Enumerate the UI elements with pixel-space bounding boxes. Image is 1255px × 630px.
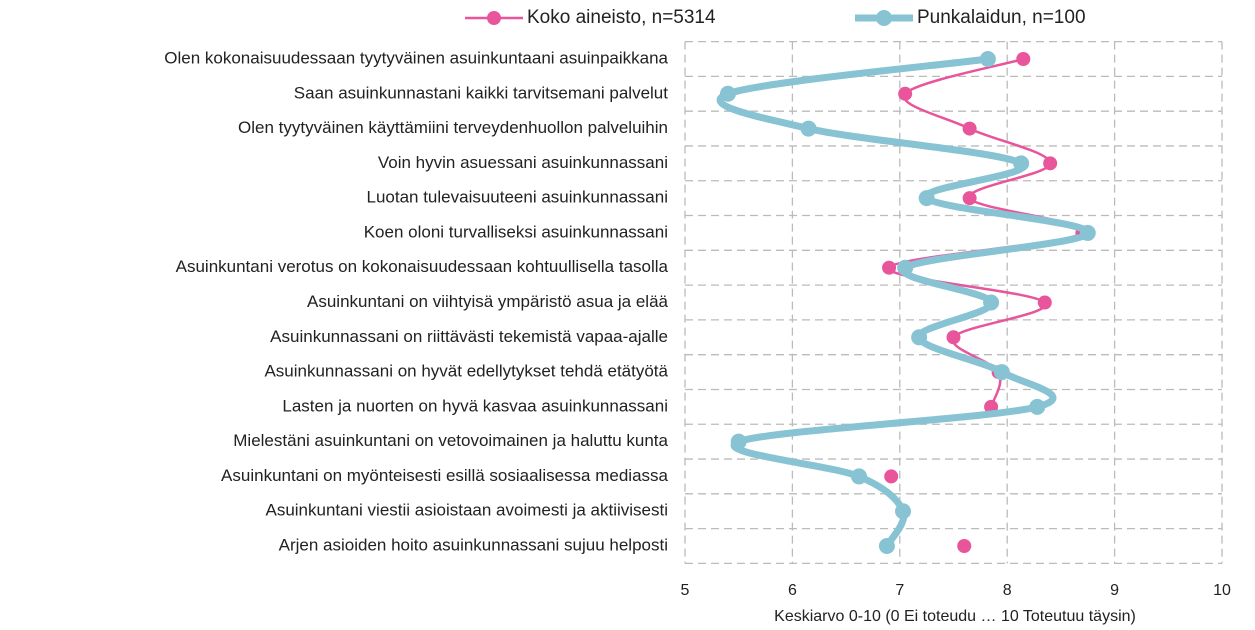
- marker: [979, 50, 996, 67]
- marker: [1079, 224, 1096, 241]
- legend-marker: [876, 10, 892, 26]
- category-label: Mielestäni asuinkuntani on vetovoimainen…: [233, 431, 668, 450]
- marker: [1016, 51, 1031, 66]
- marker: [1043, 156, 1058, 171]
- x-tick-label: 8: [1003, 582, 1012, 599]
- x-axis-title: Keskiarvo 0-10 (0 Ei toteudu … 10 Toteut…: [774, 608, 1136, 625]
- marker: [1013, 155, 1030, 172]
- x-tick-label: 5: [681, 582, 690, 599]
- legend-marker: [487, 11, 501, 25]
- category-label: Asuinkunnassani on hyvät edellytykset te…: [264, 362, 668, 381]
- category-label: Luotan tulevaisuuteeni asuinkunnassani: [366, 188, 668, 207]
- marker: [850, 468, 867, 485]
- category-label: Olen kokonaisuudessaan tyytyväinen asuin…: [164, 48, 668, 67]
- x-tick-label: 9: [1110, 582, 1119, 599]
- marker: [983, 294, 1000, 311]
- marker: [957, 539, 972, 554]
- category-label: Asuinkuntani viestii asioistaan avoimest…: [265, 501, 668, 520]
- marker: [962, 121, 977, 136]
- series-line: [716, 55, 1092, 550]
- category-label: Asuinkuntani on myönteisesti esillä sosi…: [221, 466, 668, 485]
- category-label: Lasten ja nuorten on hyvä kasvaa asuinku…: [282, 396, 668, 415]
- legend-label: Punkalaidun, n=100: [917, 7, 1086, 28]
- marker: [882, 260, 897, 275]
- marker: [719, 85, 736, 102]
- marker: [918, 190, 935, 207]
- category-label: Asuinkunnassani on riittävästi tekemistä…: [270, 327, 668, 346]
- marker: [878, 538, 895, 555]
- category-label: Saan asuinkunnastani kaikki tarvitsemani…: [294, 83, 668, 102]
- marker: [730, 433, 747, 450]
- legend-label: Koko aineisto, n=5314: [527, 7, 716, 28]
- category-label: Koen oloni turvalliseksi asuinkunnassani: [364, 222, 668, 241]
- category-label: Arjen asioiden hoito asuinkunnassani suj…: [279, 535, 668, 554]
- marker: [962, 191, 977, 206]
- marker: [993, 364, 1010, 381]
- x-tick-label: 10: [1213, 582, 1231, 599]
- marker: [897, 259, 914, 276]
- marker: [911, 329, 928, 346]
- category-label: Asuinkuntani verotus on kokonaisuudessaa…: [176, 257, 669, 276]
- x-tick-label: 7: [895, 582, 904, 599]
- marker: [884, 469, 899, 484]
- category-label: Asuinkuntani on viihtyisä ympäristö asua…: [307, 292, 669, 311]
- category-label: Voin hyvin asuessani asuinkunnassani: [378, 153, 668, 172]
- x-tick-label: 6: [788, 582, 797, 599]
- marker: [1029, 398, 1046, 415]
- marker: [800, 120, 817, 137]
- marker: [898, 86, 913, 101]
- marker: [1037, 295, 1052, 310]
- marker: [895, 503, 912, 520]
- category-label: Olen tyytyväinen käyttämiini terveydenhu…: [238, 118, 668, 137]
- marker: [946, 330, 961, 345]
